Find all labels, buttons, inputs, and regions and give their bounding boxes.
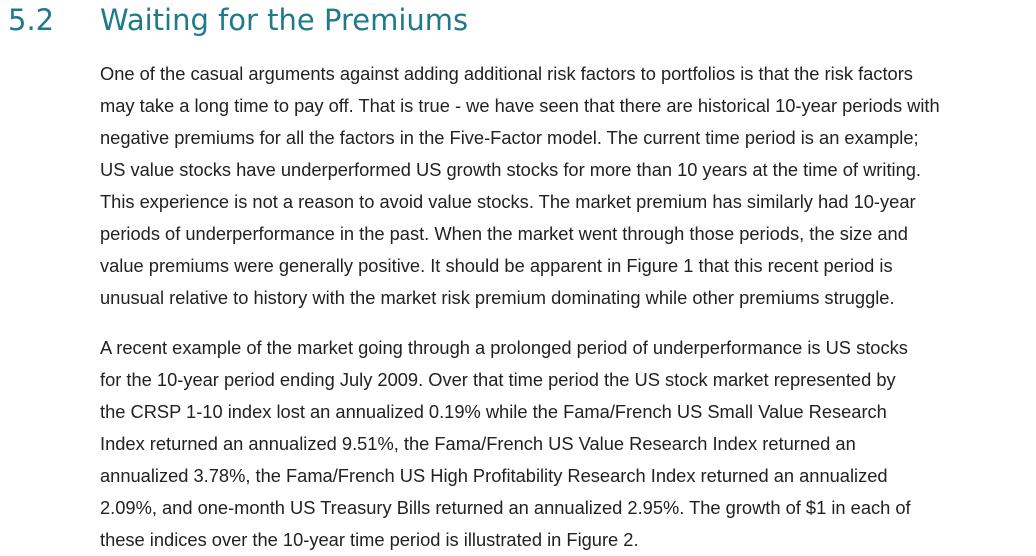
section-number: 5.2 <box>8 3 55 37</box>
text-line: negative premiums for all the factors in… <box>100 127 919 148</box>
text-line: may take a long time to pay off. That is… <box>100 95 940 116</box>
text-line: unusual relative to history with the mar… <box>100 287 895 308</box>
paragraph-2: A recent example of the market going thr… <box>100 332 1030 556</box>
text-line: annualized 3.78%, the Fama/French US Hig… <box>100 465 888 486</box>
text-line: periods of underperformance in the past.… <box>100 223 908 244</box>
text-line: A recent example of the market going thr… <box>100 337 908 358</box>
section-title: Waiting for the Premiums <box>100 3 469 37</box>
text-line: One of the casual arguments against addi… <box>100 63 913 84</box>
text-line: Index returned an annualized 9.51%, the … <box>100 433 856 454</box>
text-line: for the 10-year period ending July 2009.… <box>100 369 896 390</box>
text-line: these indices over the 10-year time peri… <box>100 529 639 550</box>
section-heading: 5.2 Waiting for the Premiums <box>8 0 1028 40</box>
text-line: the CRSP 1-10 index lost an annualized 0… <box>100 401 887 422</box>
text-line: This experience is not a reason to avoid… <box>100 191 916 212</box>
text-line: value premiums were generally positive. … <box>100 255 893 276</box>
paragraph-1: One of the casual arguments against addi… <box>100 58 1030 314</box>
text-line: 2.09%, and one-month US Treasury Bills r… <box>100 497 911 518</box>
text-line: US value stocks have underperformed US g… <box>100 159 921 180</box>
